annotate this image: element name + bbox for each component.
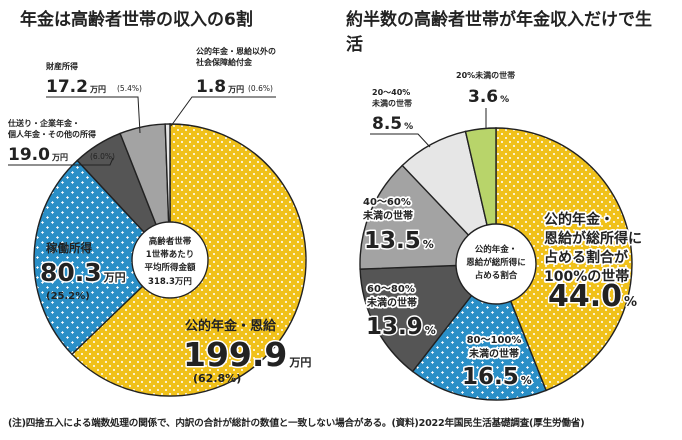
left-label-pension: 公的年金・恩給 <box>185 318 277 334</box>
left-percent-pension: (62.8%) <box>193 372 241 385</box>
right-label-100-line: 100%の世帯 <box>544 268 629 285</box>
right-center-label-line: 公的年金・ <box>475 244 518 255</box>
left-center-circle <box>131 221 209 299</box>
left-leader-other <box>8 157 114 166</box>
left-percent-property: (5.4%) <box>117 84 142 93</box>
left-chart-title: 年金は高齢者世帯の収入の6割 <box>20 10 253 30</box>
left-leader-social <box>170 96 276 127</box>
left-percent-other: (6.0%) <box>90 152 115 161</box>
right-value-80: 16.5% <box>462 364 532 390</box>
left-value-earned: 80.3 万円 <box>40 258 126 287</box>
left-label-social-line: 社会保障給付金 <box>195 57 253 67</box>
right-chart-title: 約半数の高齢者世帯が年金収入だけで生活 <box>346 10 652 55</box>
left-label-property: 財産所得 <box>45 61 78 71</box>
left-percent-social: (0.6%) <box>248 84 273 93</box>
left-center-label-line: 318.3万円 <box>148 277 192 287</box>
left-label-earned: 稼働所得 <box>46 241 92 255</box>
right-value-20: 8.5% <box>372 114 413 134</box>
right-label-20-line: 未満の世帯 <box>371 98 412 108</box>
left-center-label-line: 平均所得金額 <box>144 262 196 273</box>
right-label-40-line: 未満の世帯 <box>362 209 413 222</box>
left-percent-earned: (25.2%) <box>46 291 90 302</box>
right-label-20-line: 20～40% <box>372 88 410 97</box>
right-center-circle <box>455 223 537 305</box>
right-label-60-line: 未満の世帯 <box>366 296 417 309</box>
left-value-pension: 199.9 万円 <box>183 335 311 374</box>
right-label-60-line: 60～80% <box>367 284 415 295</box>
right-label-100-line: 占める割合が <box>544 249 629 266</box>
right-label-under20: 20%未満の世帯 <box>456 70 515 80</box>
right-slice-1 <box>411 262 547 401</box>
right-label-100-line: 恩給が総所得に <box>544 230 642 247</box>
right-value-under20: 3.6% <box>468 87 509 107</box>
left-label-social-line: 公的年金・恩給以外の <box>196 46 276 56</box>
left-value-social: 1.8 万円 <box>196 77 244 97</box>
left-value-property: 17.2 万円 <box>46 77 106 97</box>
right-leader-20 <box>370 133 431 148</box>
right-label-40-line: 40～60% <box>363 197 411 208</box>
left-label-other-line: 仕送り・企業年金・ <box>7 118 80 128</box>
right-center-label-line: 占める割合 <box>475 270 518 281</box>
footnote: (注)四捨五入による端数処理の関係で、内訳の合計が総計の数値と一致しない場合があ… <box>8 418 585 429</box>
right-label-100-line: 公的年金・ <box>544 211 614 228</box>
right-value-40: 13.5% <box>364 228 434 254</box>
right-slice-0 <box>495 127 633 392</box>
left-label-other-line: 個人年金・その他の所得 <box>7 129 96 139</box>
left-leader-property <box>46 96 141 134</box>
left-center-label-line: 1世帯あたり <box>146 249 194 260</box>
left-value-other: 19.0 万円 <box>8 145 68 165</box>
right-center-label-line: 恩給が総所得に <box>466 257 526 268</box>
right-label-80-line: 未満の世帯 <box>468 347 519 360</box>
right-slice-2 <box>359 263 498 373</box>
right-label-80-line: 80～100% <box>467 335 522 346</box>
right-value-60: 13.9% <box>366 314 436 340</box>
left-center-label-line: 高齢者世帯 <box>149 236 192 247</box>
left-slice-1 <box>33 159 171 356</box>
right-value-100: 44.0% <box>548 279 637 314</box>
